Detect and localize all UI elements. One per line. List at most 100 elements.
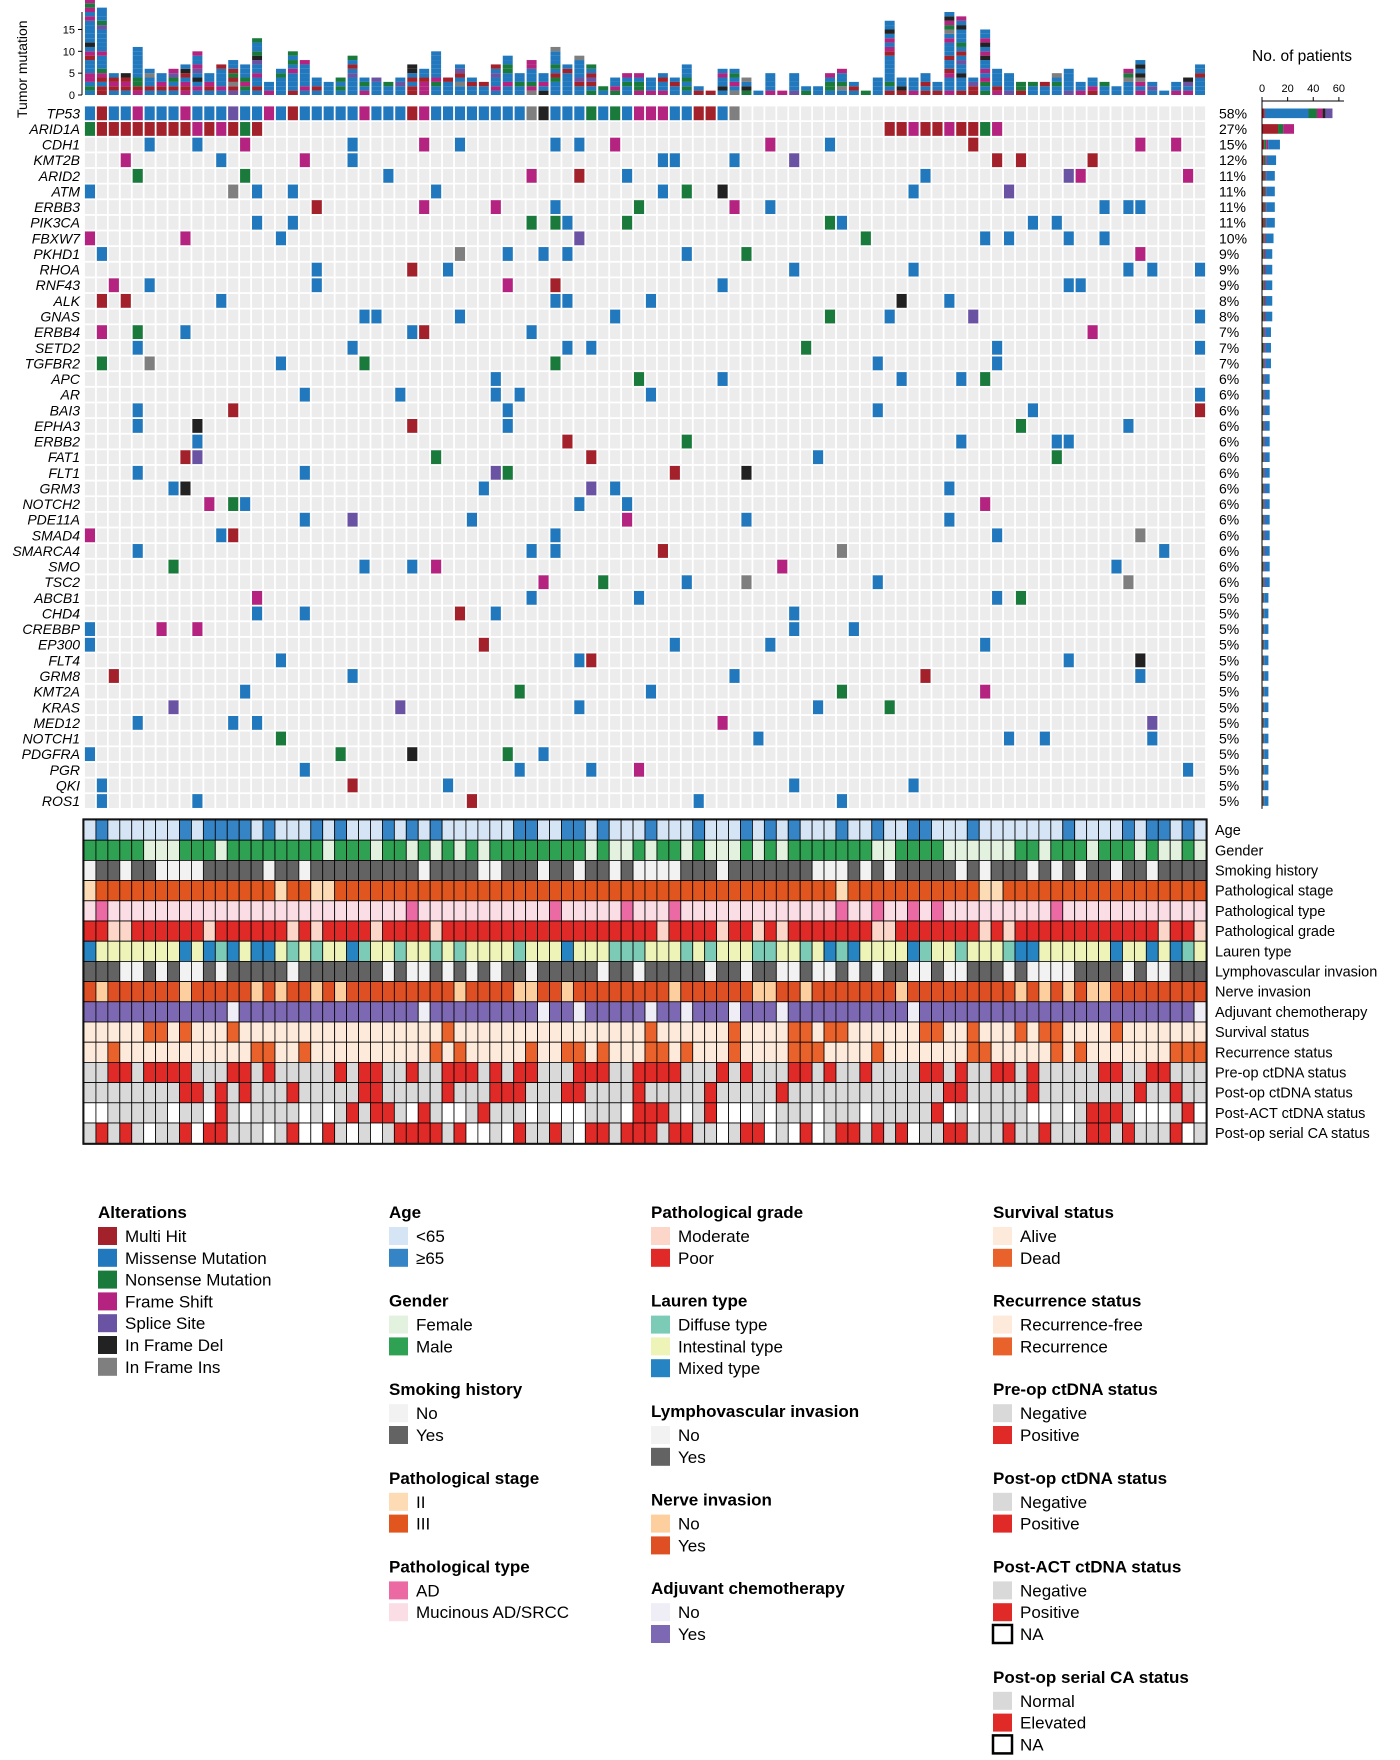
grid-cell [980, 309, 991, 324]
grid-cell [526, 200, 537, 215]
top-bar-segment [538, 81, 549, 87]
grid-cell [359, 419, 370, 433]
mutation-cell [252, 215, 263, 230]
grid-cell [1027, 684, 1038, 699]
mutation-cell [514, 762, 525, 777]
grid-cell [538, 794, 549, 808]
grid-cell [156, 794, 167, 808]
grid-cell [908, 419, 919, 433]
mutation-cell [216, 293, 227, 308]
grid-cell [1039, 762, 1050, 777]
grid-cell [299, 669, 310, 683]
mutation-cell [968, 137, 979, 152]
grid-cell [204, 403, 215, 418]
mutation-cell [824, 215, 836, 230]
grid-cell [896, 200, 907, 215]
grid-cell [287, 372, 298, 386]
grid-cell [836, 622, 848, 637]
grid-cell [705, 278, 716, 293]
grid-cell [1099, 731, 1110, 746]
grid-cell [1003, 637, 1015, 652]
grid-cell [120, 778, 131, 793]
grid-cell [932, 637, 943, 652]
grid-cell [335, 122, 346, 136]
top-bar-segment [192, 73, 203, 78]
grid-cell [204, 231, 215, 246]
grid-cell [1039, 309, 1050, 324]
grid-cell [1003, 512, 1015, 527]
grid-cell [120, 606, 131, 621]
top-bar-segment [1195, 90, 1205, 95]
grid-cell [431, 403, 442, 418]
grid-cell [514, 231, 525, 246]
grid-cell [1183, 575, 1194, 590]
grid-cell [108, 481, 119, 496]
grid-cell [323, 356, 334, 371]
grid-cell [454, 465, 466, 480]
top-bar-segment [85, 73, 95, 78]
grid-cell [669, 512, 680, 527]
grid-cell [1111, 262, 1122, 277]
grid-cell [860, 747, 871, 762]
grid-cell [753, 669, 764, 683]
grid-cell [1075, 387, 1086, 402]
top-bar-segment [204, 73, 215, 78]
grid-cell [932, 653, 943, 668]
grid-cell [383, 231, 394, 246]
grid-cell [741, 340, 752, 355]
grid-cell [514, 559, 525, 574]
grid-cell [156, 575, 167, 590]
grid-cell [192, 200, 203, 215]
grid-cell [944, 606, 955, 621]
grid-cell [645, 262, 657, 277]
grid-cell [144, 153, 155, 168]
grid-cell [801, 106, 812, 121]
grid-cell [395, 559, 406, 574]
grid-cell [168, 762, 179, 777]
gene-label: SMO [48, 559, 80, 575]
grid-cell [335, 293, 346, 308]
top-bar-segment [419, 77, 430, 82]
grid-cell [1171, 481, 1182, 496]
grid-cell [1003, 778, 1015, 793]
top-bar-segment [240, 77, 251, 82]
grid-cell [1171, 700, 1182, 715]
grid-cell [932, 512, 943, 527]
top-bar-segment [872, 90, 883, 95]
grid-cell [908, 590, 919, 605]
grid-cell [1147, 528, 1158, 543]
grid-cell [657, 481, 668, 496]
grid-cell [1075, 122, 1086, 136]
grid-cell [431, 419, 442, 433]
grid-cell [514, 262, 525, 277]
grid-cell [1015, 559, 1027, 574]
top-bar-segment [920, 81, 931, 87]
grid-cell [1099, 184, 1110, 199]
grid-cell [717, 168, 728, 183]
side-bar-segment [1263, 171, 1266, 181]
grid-cell [1087, 762, 1098, 777]
grid-cell [383, 637, 394, 652]
grid-cell [1027, 356, 1038, 371]
grid-cell [252, 465, 263, 480]
grid-cell [753, 465, 764, 480]
grid-cell [490, 419, 501, 433]
grid-cell [777, 731, 788, 746]
grid-cell [335, 278, 346, 293]
grid-cell [1039, 356, 1050, 371]
grid-cell [550, 465, 561, 480]
grid-cell [395, 684, 406, 699]
grid-cell [848, 309, 859, 324]
grid-cell [884, 247, 895, 261]
grid-cell [252, 278, 263, 293]
grid-cell [1147, 669, 1158, 683]
grid-cell [299, 637, 310, 652]
top-bar-segment [132, 73, 143, 78]
grid-cell [681, 715, 692, 730]
grid-cell [180, 372, 191, 386]
grid-cell [502, 590, 513, 605]
grid-cell [216, 700, 227, 715]
grid-cell [132, 262, 143, 277]
grid-cell [84, 247, 96, 261]
mutation-cell [240, 137, 251, 152]
